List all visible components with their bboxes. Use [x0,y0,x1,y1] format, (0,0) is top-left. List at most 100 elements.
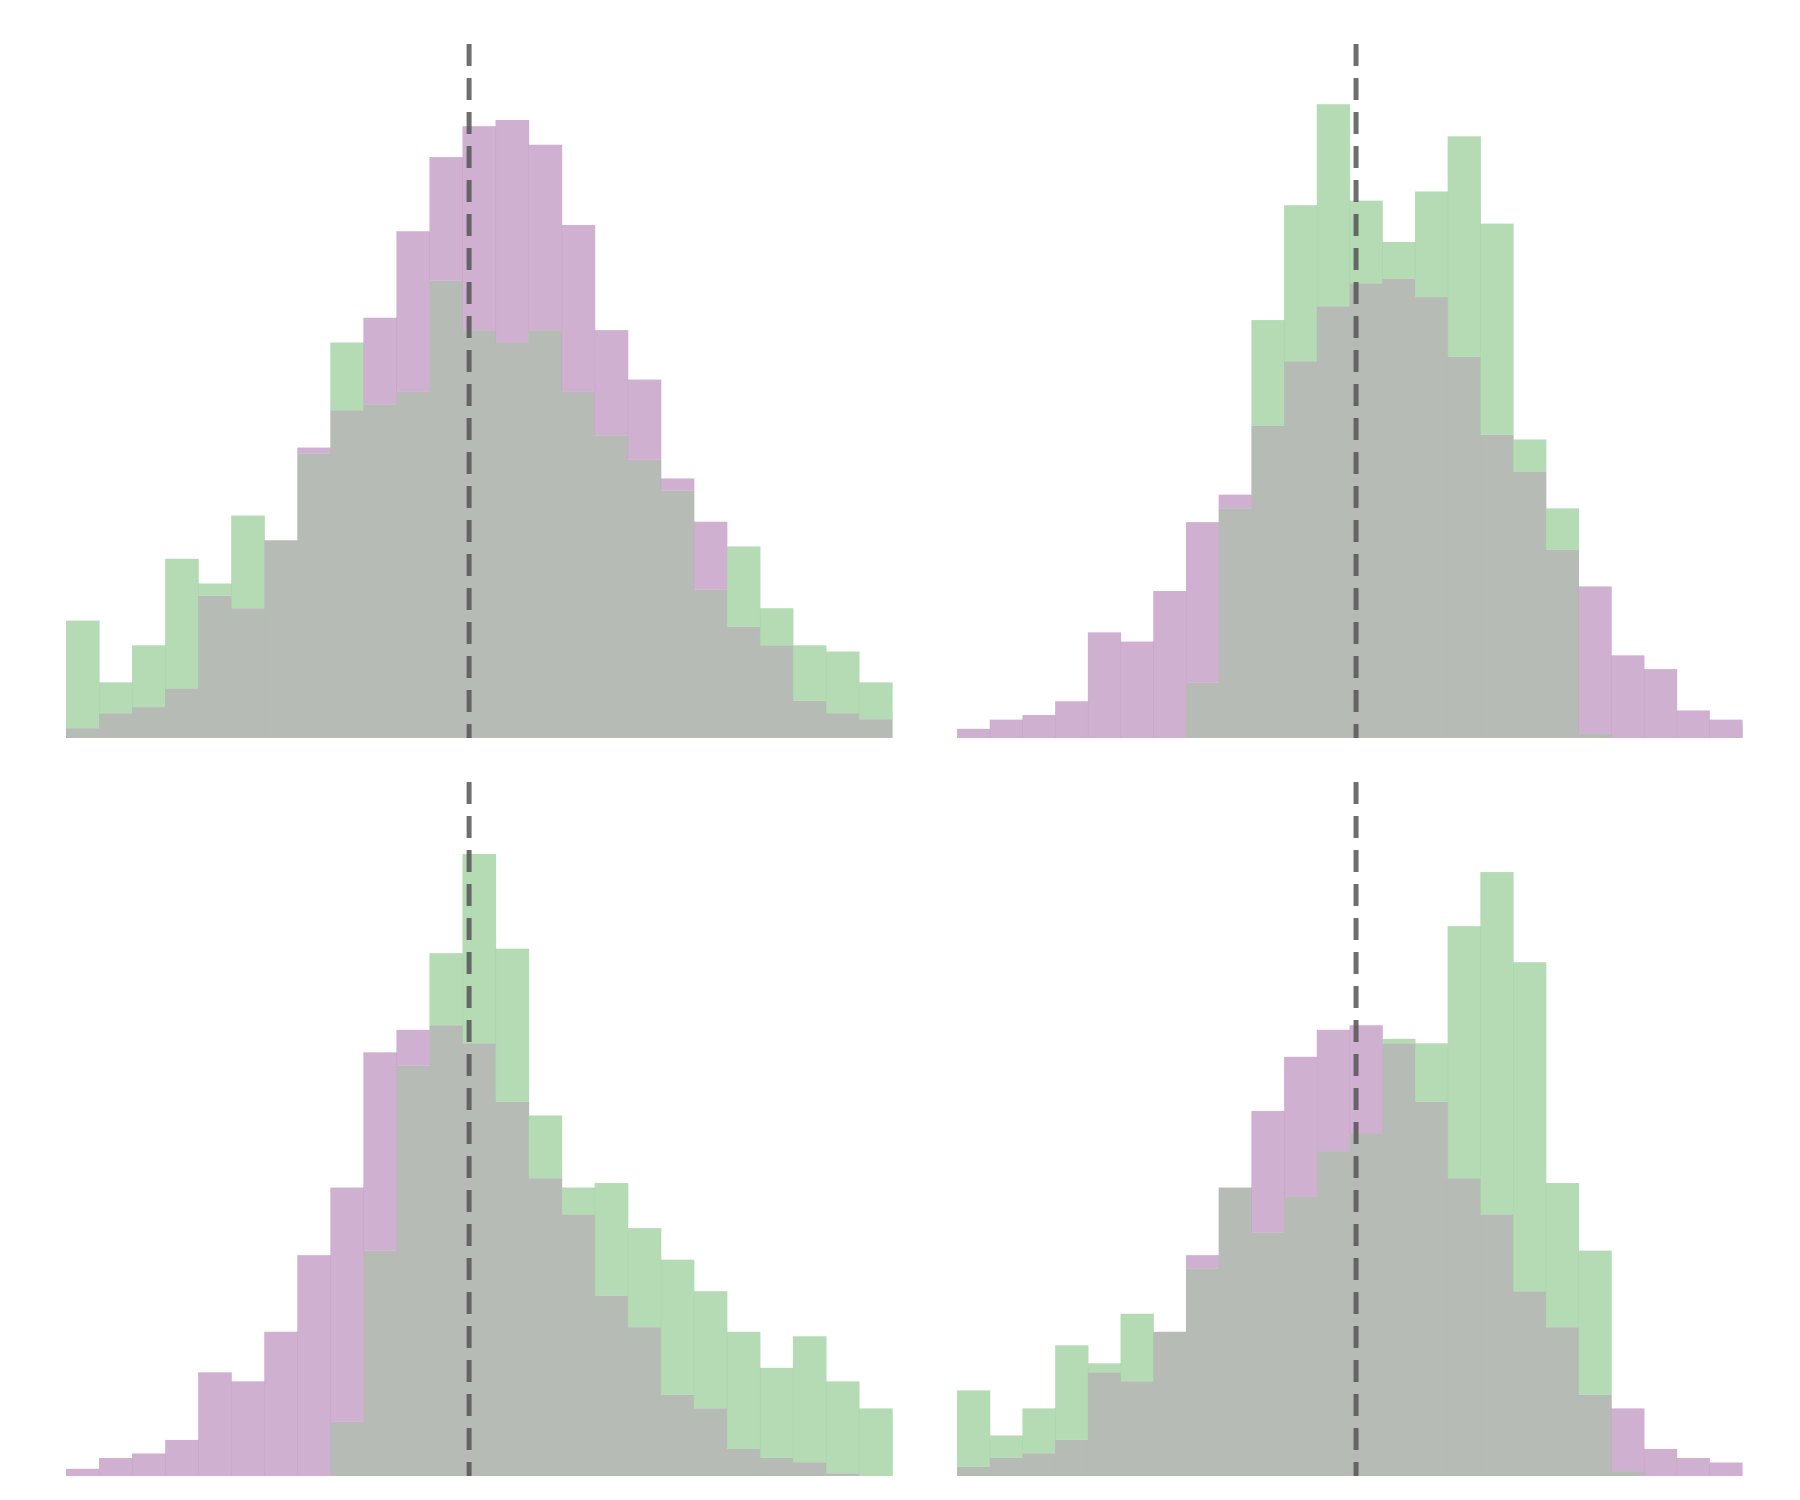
histogram-bar-overlap [1316,306,1351,738]
histogram-bar-series-a [1185,1255,1220,1269]
histogram-bar-series-b [1513,962,1547,1292]
histogram-bar-series-a [132,1453,166,1476]
histogram-bar-series-b [1316,104,1351,307]
histogram-bar-series-a [957,728,991,738]
histogram-bar-series-b [1480,223,1514,435]
histogram-bar-overlap [396,391,431,738]
histogram-bar-series-b [1545,1183,1580,1328]
histogram-bar-series-b [1414,1043,1449,1102]
histogram-bar-series-b [792,1336,827,1463]
histogram-bar-series-b [759,1367,794,1458]
histogram-bar-series-a [660,478,695,491]
histogram-bar-overlap [66,728,100,738]
histogram-bar-series-a [297,1255,331,1476]
histogram-bar-series-b [165,558,199,689]
histogram-bar-series-b [892,1412,893,1476]
histogram-bar-series-a [330,1187,364,1422]
histogram-bar-series-a [1120,641,1154,738]
histogram-bar-overlap [528,1178,563,1476]
histogram-bar-series-a [528,144,563,331]
histogram-bar-overlap [330,410,364,738]
histogram-bar-series-a [1643,669,1678,738]
histogram-bar-series-a [1709,1462,1743,1476]
histogram-bar-series-a [1185,522,1220,683]
histogram-bar-series-b [957,1390,991,1467]
histogram-bar-overlap [1480,1214,1514,1476]
histogram-bar-overlap [1218,1187,1252,1476]
histogram-bar-overlap [759,645,794,738]
histogram-bar-series-a [1055,701,1089,738]
histogram-bar-overlap [561,1214,596,1476]
histogram-bar-series-b [1414,191,1449,298]
histogram-bar-overlap [1513,471,1547,738]
histogram-bar-series-b [66,620,100,729]
histogram-bar-series-a [594,330,629,436]
histogram-bar-overlap [1185,1268,1220,1476]
histogram-bar-overlap [495,342,530,738]
histogram-bar-overlap [1251,425,1285,738]
histogram-bar-overlap [660,1394,695,1476]
histogram-bar-overlap [1284,1196,1318,1476]
histogram-bar-overlap [1447,356,1481,738]
histogram-bar-series-a [1676,710,1710,738]
histogram-bar-overlap [792,1462,827,1476]
histogram-bar-series-b [1578,1250,1612,1395]
histogram-bar-series-a [1251,1110,1285,1233]
histogram-bar-overlap [1578,1394,1612,1476]
histogram-bar-series-a [429,157,464,281]
histogram-bar-overlap [330,1421,364,1476]
histogram-bar-series-b [1251,320,1285,426]
histogram-bar-series-b [1447,926,1481,1179]
histogram-bar-series-b [330,342,364,411]
histogram-bar-series-b [429,953,464,1026]
histogram-bar-overlap [1153,1331,1187,1476]
histogram-bar-overlap [1513,1291,1547,1476]
histogram-bar-overlap [429,1025,464,1476]
histogram-bar-series-b [561,1187,596,1215]
histogram-bar-series-a [1611,1408,1645,1472]
histogram-bar-series-a [1709,719,1743,738]
histogram-bar-series-b [1447,136,1481,357]
histogram-bar-series-a [1284,1056,1318,1197]
histogram-bar-series-a [1349,1025,1383,1134]
histogram-panel-bottom-left [66,782,893,1476]
histogram-bar-series-b [1382,241,1416,279]
histogram-bar-series-a [396,231,431,392]
histogram-bar-overlap [892,734,893,738]
histogram-bar-series-a [495,120,530,343]
histogram-bar-series-b [726,546,761,627]
histogram-bar-overlap [429,280,464,738]
histogram-bar-overlap [1284,361,1318,738]
histogram-bar-series-b [792,645,827,701]
histogram-bar-series-b [693,1291,728,1409]
histogram-bar-overlap [264,540,298,738]
histogram-bar-overlap [1382,1043,1416,1476]
histogram-bar-series-b [132,645,166,708]
histogram-bar-series-a [1611,655,1645,738]
histogram-bar-series-b [594,1183,629,1296]
histogram-bar-overlap [198,595,232,738]
histogram-bar-overlap [1087,1372,1122,1476]
histogram-bar-series-b [858,682,893,720]
histogram-bar-series-b [627,1228,662,1328]
histogram-bar-series-b [1382,1038,1416,1044]
histogram-bar-series-a [989,719,1024,738]
histogram-bar-overlap [561,391,596,738]
histogram-bar-series-b [726,1331,761,1449]
histogram-bar-series-a [297,447,331,454]
histogram-bar-series-a [1218,494,1252,509]
histogram-bar-overlap [693,589,728,738]
histogram-bar-overlap [660,490,695,738]
histogram-bar-overlap [1414,1101,1449,1476]
histogram-bar-overlap [1218,508,1252,738]
histogram-bar-series-b [1284,205,1318,362]
histogram-bar-overlap [1382,278,1416,738]
histogram-bar-overlap [759,1457,794,1476]
histogram-bar-overlap [132,707,166,738]
histogram-bar-overlap [594,435,629,738]
histogram-bar-overlap [627,1327,662,1476]
histogram-bar-overlap [363,404,397,738]
histogram-bar-overlap [726,1448,761,1476]
